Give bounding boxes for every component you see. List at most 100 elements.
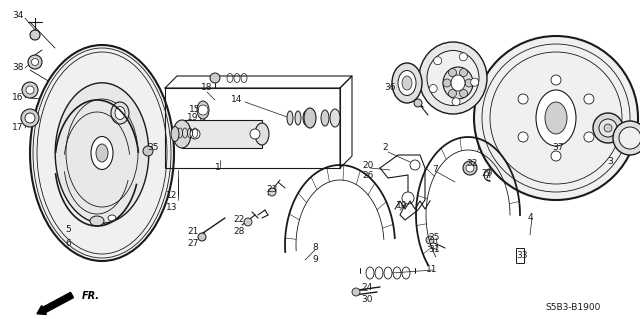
Text: 14: 14 — [231, 95, 243, 105]
Text: 30: 30 — [361, 294, 372, 303]
Circle shape — [22, 82, 38, 98]
Text: 23: 23 — [266, 186, 278, 195]
Circle shape — [599, 119, 617, 137]
Circle shape — [410, 160, 420, 170]
Circle shape — [352, 288, 360, 296]
Text: 10: 10 — [396, 201, 408, 210]
Text: 26: 26 — [362, 172, 374, 181]
Circle shape — [31, 58, 38, 65]
Text: 37: 37 — [552, 144, 564, 152]
Ellipse shape — [96, 144, 108, 162]
Ellipse shape — [303, 111, 309, 125]
Text: 25: 25 — [428, 234, 440, 242]
Circle shape — [449, 89, 456, 97]
Circle shape — [198, 105, 208, 115]
Circle shape — [198, 233, 206, 241]
Circle shape — [619, 127, 640, 149]
Ellipse shape — [255, 123, 269, 145]
Text: 12: 12 — [166, 191, 178, 201]
Circle shape — [402, 192, 414, 204]
Text: 9: 9 — [312, 256, 318, 264]
Text: 27: 27 — [188, 239, 198, 248]
Circle shape — [551, 75, 561, 85]
Circle shape — [613, 121, 640, 155]
Text: 22: 22 — [234, 216, 244, 225]
Circle shape — [460, 69, 467, 77]
Circle shape — [190, 129, 200, 139]
Circle shape — [449, 69, 456, 77]
Circle shape — [429, 85, 437, 93]
Ellipse shape — [330, 109, 340, 127]
FancyArrow shape — [37, 292, 74, 315]
Ellipse shape — [30, 45, 174, 261]
Ellipse shape — [91, 137, 113, 169]
Circle shape — [28, 55, 42, 69]
Text: 32: 32 — [467, 159, 477, 167]
Ellipse shape — [321, 110, 329, 126]
Text: 35: 35 — [147, 144, 159, 152]
Circle shape — [268, 188, 276, 196]
Text: 28: 28 — [234, 226, 244, 235]
Ellipse shape — [108, 215, 116, 221]
Circle shape — [452, 98, 460, 106]
Text: 1: 1 — [215, 162, 221, 172]
Ellipse shape — [536, 90, 576, 146]
Ellipse shape — [304, 108, 316, 128]
Text: 11: 11 — [426, 265, 438, 275]
Text: 33: 33 — [516, 250, 528, 259]
Ellipse shape — [111, 102, 129, 124]
Circle shape — [465, 79, 473, 87]
Ellipse shape — [451, 75, 465, 91]
Text: 15: 15 — [189, 106, 201, 115]
Ellipse shape — [398, 70, 416, 95]
Text: 6: 6 — [65, 239, 71, 248]
Circle shape — [250, 129, 260, 139]
Circle shape — [604, 124, 612, 132]
Ellipse shape — [402, 76, 412, 90]
Text: 16: 16 — [12, 93, 24, 102]
Circle shape — [470, 78, 479, 86]
Circle shape — [474, 36, 638, 200]
Text: 13: 13 — [166, 203, 178, 211]
Ellipse shape — [171, 127, 179, 142]
Circle shape — [21, 109, 39, 127]
Text: 34: 34 — [12, 11, 24, 19]
Ellipse shape — [419, 42, 487, 114]
Text: 31: 31 — [428, 244, 440, 254]
Ellipse shape — [90, 216, 104, 226]
Text: 29: 29 — [481, 169, 493, 179]
Text: 20: 20 — [362, 160, 374, 169]
Circle shape — [426, 236, 434, 244]
Text: 24: 24 — [362, 284, 372, 293]
Text: 18: 18 — [201, 84, 212, 93]
Bar — [516, 248, 524, 263]
Ellipse shape — [287, 111, 293, 125]
Text: 21: 21 — [188, 227, 198, 236]
Circle shape — [460, 89, 467, 97]
Circle shape — [143, 146, 153, 156]
Ellipse shape — [197, 101, 209, 119]
Circle shape — [210, 73, 220, 83]
Circle shape — [584, 94, 594, 104]
Text: FR.: FR. — [82, 291, 100, 301]
Circle shape — [466, 164, 474, 172]
Circle shape — [551, 151, 561, 161]
Text: 7: 7 — [432, 166, 438, 174]
Text: 8: 8 — [312, 243, 318, 253]
Circle shape — [463, 161, 477, 175]
Circle shape — [30, 30, 40, 40]
Ellipse shape — [443, 67, 473, 99]
Text: 4: 4 — [527, 213, 533, 222]
Ellipse shape — [173, 120, 191, 148]
Circle shape — [584, 132, 594, 142]
Text: S5B3-B1900: S5B3-B1900 — [545, 303, 600, 313]
Ellipse shape — [295, 111, 301, 125]
Circle shape — [518, 132, 528, 142]
Text: 3: 3 — [607, 158, 613, 167]
Circle shape — [414, 99, 422, 107]
Text: 19: 19 — [188, 113, 199, 122]
Text: 36: 36 — [384, 84, 396, 93]
Ellipse shape — [115, 107, 125, 120]
Text: 2: 2 — [382, 144, 388, 152]
Circle shape — [593, 113, 623, 143]
